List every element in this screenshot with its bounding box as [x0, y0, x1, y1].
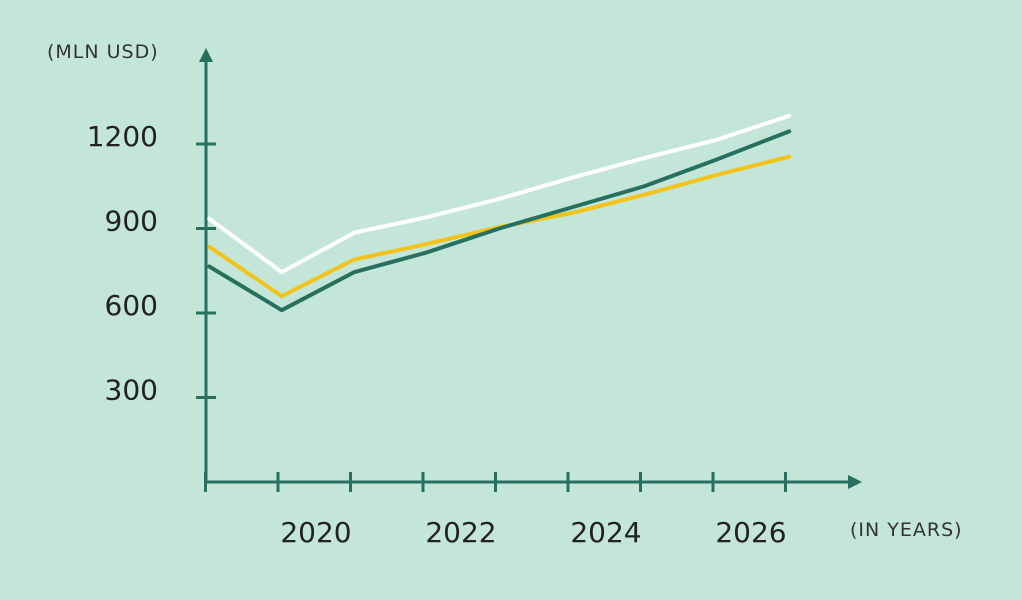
y-tick-label: 600 [105, 289, 158, 322]
y-tick-label: 300 [105, 374, 158, 407]
series-group [207, 113, 792, 313]
y-axis-arrow [199, 48, 213, 62]
y-tick-label: 1200 [87, 120, 158, 153]
x-axis-label: (IN YEARS) [850, 519, 963, 541]
labels-group: 300 600 900 1200 2020 2022 2024 2026 (MLN USD) (I… [47, 41, 963, 549]
series-line-1 [207, 113, 792, 275]
x-tick-label: 2022 [425, 516, 496, 549]
series-line-2 [207, 154, 792, 299]
x-tick-label: 2020 [280, 516, 351, 549]
x-tick-label: 2026 [715, 516, 786, 549]
y-axis-label: (MLN USD) [47, 41, 159, 63]
y-tick-label: 900 [105, 205, 158, 238]
x-tick-label: 2024 [570, 516, 641, 549]
x-axis-arrow [848, 475, 862, 489]
series-line-3 [207, 129, 792, 313]
axes [196, 48, 862, 492]
